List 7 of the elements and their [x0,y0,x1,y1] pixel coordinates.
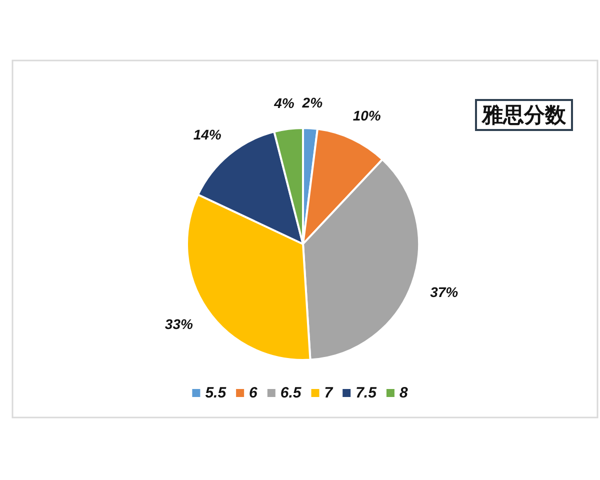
title: 雅思分数 [475,99,573,131]
legend-label: 8 [399,384,408,402]
legend-label: 7 [324,384,334,402]
legend-label: 6 [249,384,258,402]
legend-label: 7.5 [356,384,378,402]
legend-label: 5.5 [205,384,227,402]
legend-label: 6.5 [280,384,302,402]
